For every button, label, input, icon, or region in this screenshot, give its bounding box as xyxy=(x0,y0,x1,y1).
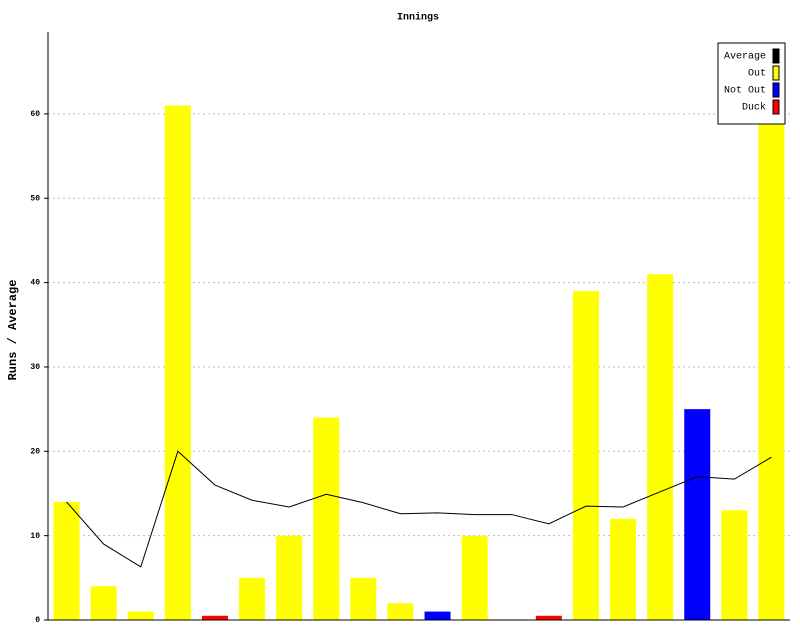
bar xyxy=(53,501,80,620)
bar xyxy=(127,611,154,620)
bar xyxy=(313,417,340,620)
bar xyxy=(610,518,637,620)
legend-label: Duck xyxy=(742,102,766,114)
bar xyxy=(350,577,377,620)
bar xyxy=(647,274,674,620)
legend-label: Out xyxy=(748,69,766,80)
legend-swatch xyxy=(772,82,780,98)
legend-label: Not Out xyxy=(724,86,766,97)
y-tick-label: 30 xyxy=(30,363,40,372)
y-axis-label: Runs / Average xyxy=(6,280,20,381)
legend-label: Average xyxy=(724,52,766,63)
bar xyxy=(90,586,117,620)
y-tick-label: 60 xyxy=(30,110,40,119)
bar xyxy=(572,291,599,620)
bar xyxy=(758,122,785,620)
bar xyxy=(461,535,488,620)
bar xyxy=(424,611,451,620)
legend-swatch xyxy=(772,99,780,115)
average-line xyxy=(66,450,772,568)
legend-swatch xyxy=(772,48,780,64)
bar xyxy=(684,409,711,620)
y-tick-label: 10 xyxy=(30,532,40,541)
bar xyxy=(276,535,303,620)
legend-swatch xyxy=(772,65,780,81)
bar xyxy=(201,615,228,620)
bar xyxy=(387,603,414,620)
bar xyxy=(721,510,748,620)
chart-title: Innings xyxy=(397,12,439,24)
y-tick-label: 20 xyxy=(30,447,40,456)
bar xyxy=(535,615,562,620)
y-tick-label: 50 xyxy=(30,194,40,203)
y-tick-label: 0 xyxy=(35,616,40,625)
y-tick-label: 40 xyxy=(30,279,40,288)
bar xyxy=(164,105,191,620)
bar xyxy=(239,577,266,620)
